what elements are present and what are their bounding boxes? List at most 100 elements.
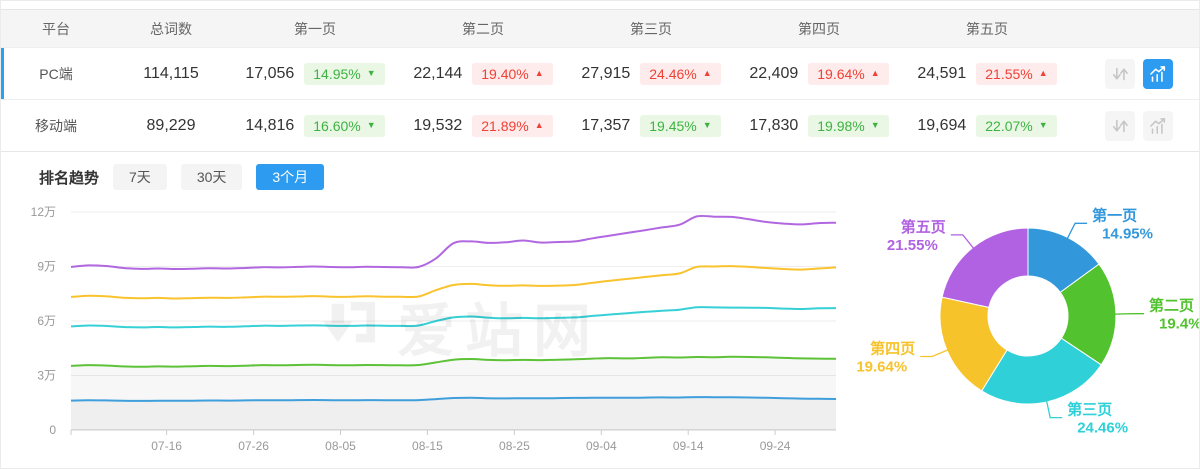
keyword-count: 22,144 — [413, 64, 463, 82]
keyword-count: 22,409 — [749, 64, 799, 82]
total-words-value: 89,229 — [146, 116, 196, 134]
keyword-count: 19,532 — [413, 116, 463, 134]
line-chart-area: 0 3万 6万 9万 12万 07-16 07-26 08-05 08-15 08-25 09-04… — [1, 196, 849, 468]
header-platform: 平台 — [42, 20, 70, 37]
header-page-2: 第二页 — [462, 20, 504, 37]
svg-text:14.95%: 14.95% — [1102, 225, 1153, 242]
trend-badge: 19.45% ▼ — [640, 114, 721, 137]
donut-chart-area: 第一页 14.95% 第二页 19.4% 第三页 24.46% 第四页 19.64% 第五页 21… — [849, 196, 1200, 468]
row-actions — [1071, 110, 1199, 141]
up-down-arrows-icon — [1112, 67, 1128, 80]
keyword-count: 17,056 — [245, 64, 295, 82]
svg-text:07-16: 07-16 — [151, 439, 182, 453]
keyword-count: 27,915 — [581, 64, 631, 82]
header-page-3: 第三页 — [630, 20, 672, 37]
page3-cell: 27,915 24.46% ▲ — [567, 62, 735, 85]
header-page-5: 第五页 — [966, 20, 1008, 37]
svg-text:6万: 6万 — [37, 314, 56, 328]
svg-text:19.64%: 19.64% — [856, 359, 907, 376]
page2-cell: 22,144 19.40% ▲ — [399, 62, 567, 85]
table-row-pc: PC端 114,115 17,056 14.95% ▼ 22,144 19.40%… — [1, 47, 1199, 99]
trend-arrow-icon: ▲ — [534, 68, 544, 78]
svg-text:第四页: 第四页 — [870, 340, 915, 358]
page4-cell: 22,409 19.64% ▲ — [735, 62, 903, 85]
trend-chart-icon — [1150, 65, 1166, 82]
keyword-count: 24,591 — [917, 64, 967, 82]
trend-arrow-icon: ▲ — [702, 68, 712, 78]
svg-text:第二页: 第二页 — [1149, 297, 1194, 315]
page2-cell: 19,532 21.89% ▲ — [399, 114, 567, 137]
keyword-count: 17,357 — [581, 116, 631, 134]
svg-text:08-25: 08-25 — [499, 439, 530, 453]
page5-cell: 19,694 22.07% ▼ — [903, 114, 1071, 137]
trend-header: 排名趋势 7天 30天 3个月 — [1, 152, 1199, 196]
trend-line-chart: 0 3万 6万 9万 12万 07-16 07-26 08-05 08-15 08-25 09-04… — [31, 205, 837, 453]
tab-3-months[interactable]: 3个月 — [256, 164, 325, 190]
svg-text:09-14: 09-14 — [673, 439, 704, 453]
table-header-row: 平台 总词数 第一页 第二页 第三页 第四页 第五页 — [1, 10, 1199, 47]
svg-text:0: 0 — [49, 423, 56, 437]
keyword-rank-table: 平台 总词数 第一页 第二页 第三页 第四页 第五页 PC端 114,115 1… — [1, 9, 1199, 152]
trend-arrow-icon: ▲ — [534, 120, 544, 130]
trend-badge: 16.60% ▼ — [304, 114, 385, 137]
trend-arrow-icon: ▼ — [1038, 120, 1048, 130]
trend-badge: 22.07% ▼ — [976, 114, 1057, 137]
svg-text:3万: 3万 — [37, 369, 56, 383]
compare-sort-button[interactable] — [1105, 58, 1135, 89]
up-down-arrows-icon — [1112, 119, 1128, 132]
platform-label: PC端 — [39, 65, 73, 82]
svg-text:07-26: 07-26 — [238, 439, 269, 453]
tab-7-days[interactable]: 7天 — [113, 164, 167, 190]
svg-text:09-24: 09-24 — [760, 439, 791, 453]
header-page-4: 第四页 — [798, 20, 840, 37]
svg-text:第一页: 第一页 — [1092, 206, 1137, 224]
trend-badge: 19.64% ▲ — [808, 62, 889, 85]
trend-badge: 19.40% ▲ — [472, 62, 553, 85]
table-row-mobile: 移动端 89,229 14,816 16.60% ▼ 19,532 21.89% ▲… — [1, 99, 1199, 151]
svg-text:19.4%: 19.4% — [1159, 316, 1200, 333]
page1-cell: 14,816 16.60% ▼ — [231, 114, 399, 137]
trend-badge: 21.89% ▲ — [472, 114, 553, 137]
svg-text:第三页: 第三页 — [1067, 401, 1112, 419]
keyword-count: 14,816 — [245, 116, 295, 134]
svg-text:第五页: 第五页 — [901, 218, 946, 236]
svg-text:24.46%: 24.46% — [1077, 420, 1128, 437]
trend-arrow-icon: ▲ — [1038, 68, 1048, 78]
tab-30-days[interactable]: 30天 — [180, 164, 243, 190]
ranking-trend-section: 排名趋势 7天 30天 3个月 0 3万 6万 9万 12万 07-16 07-26 08-0… — [1, 152, 1200, 468]
platform-label: 移动端 — [35, 117, 77, 134]
trend-badge: 24.46% ▲ — [640, 62, 721, 85]
trend-chart-icon — [1150, 117, 1166, 134]
show-trend-chart-button[interactable] — [1143, 58, 1173, 89]
show-trend-chart-button[interactable] — [1143, 110, 1173, 141]
trend-section-title: 排名趋势 — [39, 169, 100, 187]
svg-text:21.55%: 21.55% — [887, 237, 938, 254]
svg-text:08-15: 08-15 — [412, 439, 443, 453]
page1-cell: 17,056 14.95% ▼ — [231, 62, 399, 85]
trend-arrow-icon: ▼ — [366, 120, 376, 130]
page3-cell: 17,357 19.45% ▼ — [567, 114, 735, 137]
keyword-count: 19,694 — [917, 116, 967, 134]
svg-text:9万: 9万 — [37, 260, 56, 274]
header-total-words: 总词数 — [150, 20, 192, 37]
trend-badge: 14.95% ▼ — [304, 62, 385, 85]
page4-cell: 17,830 19.98% ▼ — [735, 114, 903, 137]
total-words-value: 114,115 — [143, 64, 199, 82]
trend-body: 0 3万 6万 9万 12万 07-16 07-26 08-05 08-15 08-25 09-04… — [1, 196, 1200, 468]
svg-text:12万: 12万 — [31, 205, 56, 219]
keyword-count: 17,830 — [749, 116, 799, 134]
trend-arrow-icon: ▲ — [870, 68, 880, 78]
svg-text:09-04: 09-04 — [586, 439, 617, 453]
trend-arrow-icon: ▼ — [366, 68, 376, 78]
svg-text:08-05: 08-05 — [325, 439, 356, 453]
trend-arrow-icon: ▼ — [870, 120, 880, 130]
header-page-1: 第一页 — [294, 20, 336, 37]
page5-cell: 24,591 21.55% ▲ — [903, 62, 1071, 85]
trend-badge: 21.55% ▲ — [976, 62, 1057, 85]
compare-sort-button[interactable] — [1105, 110, 1135, 141]
trend-badge: 19.98% ▼ — [808, 114, 889, 137]
trend-arrow-icon: ▼ — [702, 120, 712, 130]
row-actions — [1071, 58, 1199, 89]
